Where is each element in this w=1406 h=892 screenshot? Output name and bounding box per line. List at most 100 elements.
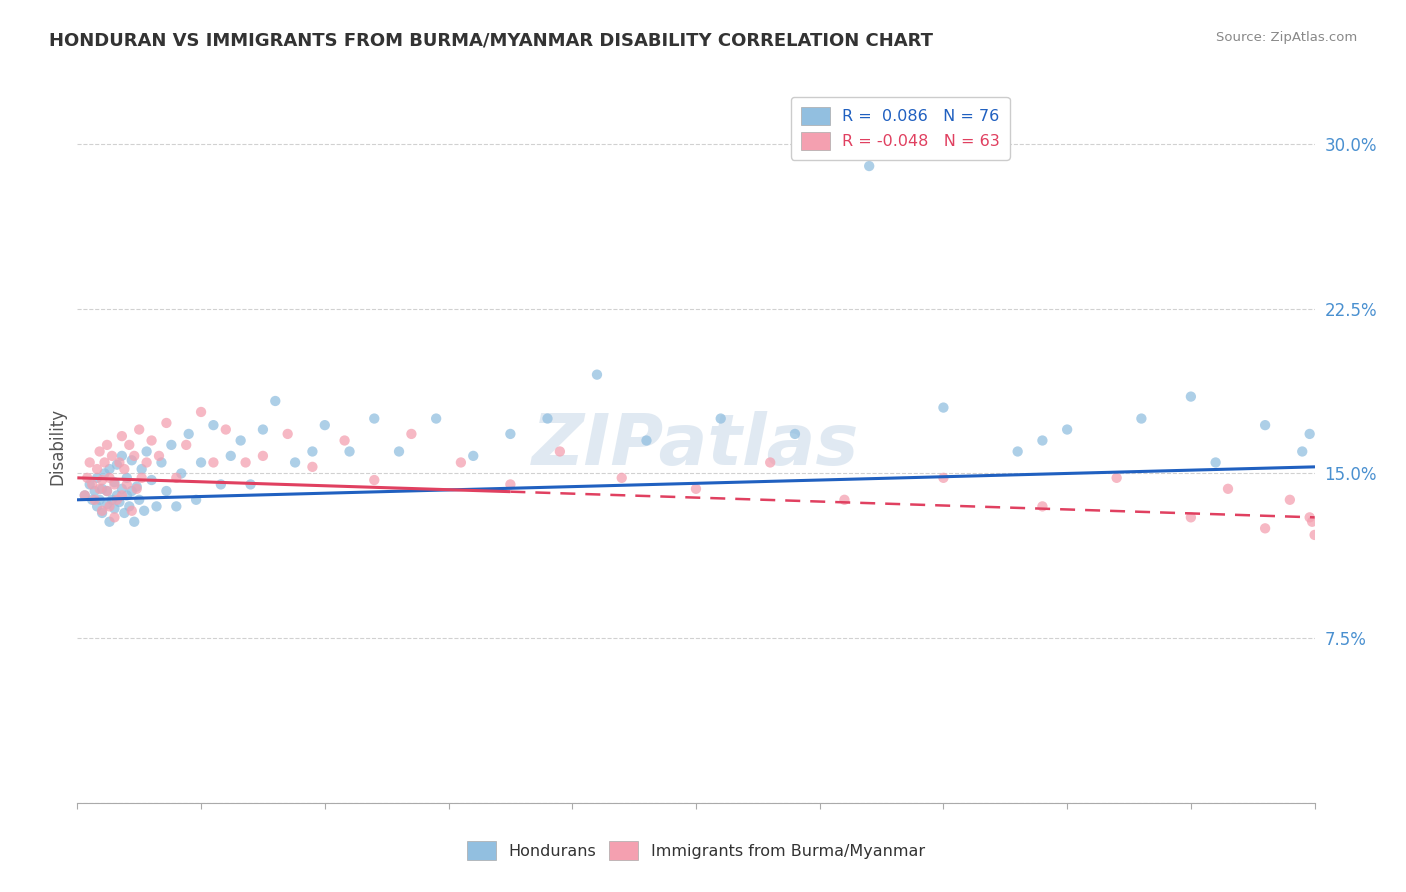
Point	[125, 480, 148, 494]
Point	[301, 444, 323, 458]
Point	[610, 471, 633, 485]
Point	[98, 500, 121, 514]
Point	[121, 504, 143, 518]
Point	[190, 405, 212, 419]
Point	[111, 488, 134, 502]
Point	[1007, 444, 1029, 458]
Point	[108, 455, 131, 469]
Point	[685, 482, 707, 496]
Point	[121, 483, 143, 498]
Point	[86, 500, 108, 514]
Point	[155, 416, 177, 430]
Point	[96, 438, 118, 452]
Point	[314, 418, 336, 433]
Point	[89, 482, 111, 496]
Point	[125, 482, 148, 496]
Point	[1278, 492, 1301, 507]
Point	[91, 506, 114, 520]
Point	[548, 444, 571, 458]
Point	[264, 394, 287, 409]
Point	[1205, 455, 1227, 469]
Point	[134, 504, 156, 518]
Point	[425, 411, 447, 425]
Point	[165, 500, 187, 514]
Point	[83, 492, 105, 507]
Point	[174, 438, 197, 452]
Point	[301, 459, 323, 474]
Point	[834, 492, 856, 507]
Point	[122, 449, 145, 463]
Point	[121, 453, 143, 467]
Point	[79, 455, 101, 469]
Point	[101, 492, 124, 507]
Text: 50.0%: 50.0%	[1263, 890, 1315, 892]
Point	[103, 475, 125, 490]
Point	[96, 497, 118, 511]
Point	[932, 401, 955, 415]
Point	[1031, 434, 1053, 448]
Point	[131, 471, 153, 485]
Point	[160, 438, 183, 452]
Point	[112, 462, 135, 476]
Point	[76, 471, 98, 485]
Point	[128, 492, 150, 507]
Point	[93, 455, 115, 469]
Point	[1180, 510, 1202, 524]
Point	[115, 477, 138, 491]
Point	[1301, 515, 1323, 529]
Point	[115, 471, 138, 485]
Point	[73, 488, 96, 502]
Point	[932, 471, 955, 485]
Text: ZIPatlas: ZIPatlas	[533, 411, 859, 481]
Point	[141, 473, 163, 487]
Point	[135, 444, 157, 458]
Point	[105, 458, 128, 472]
Point	[96, 483, 118, 498]
Point	[1298, 426, 1320, 441]
Legend: Hondurans, Immigrants from Burma/Myanmar: Hondurans, Immigrants from Burma/Myanmar	[461, 835, 931, 866]
Point	[1180, 390, 1202, 404]
Point	[170, 467, 193, 481]
Point	[98, 471, 121, 485]
Point	[83, 483, 105, 498]
Point	[277, 426, 299, 441]
Point	[101, 449, 124, 463]
Point	[1254, 521, 1277, 535]
Point	[499, 477, 522, 491]
Point	[79, 477, 101, 491]
Point	[215, 423, 238, 437]
Point	[86, 462, 108, 476]
Point	[1254, 418, 1277, 433]
Point	[284, 455, 307, 469]
Point	[1291, 444, 1313, 458]
Y-axis label: Disability: Disability	[48, 408, 66, 484]
Point	[1105, 471, 1128, 485]
Point	[89, 444, 111, 458]
Point	[148, 449, 170, 463]
Text: Source: ZipAtlas.com: Source: ZipAtlas.com	[1216, 31, 1357, 45]
Point	[783, 426, 806, 441]
Text: 0.0%: 0.0%	[77, 890, 120, 892]
Point	[91, 473, 114, 487]
Point	[202, 455, 225, 469]
Point	[1130, 411, 1153, 425]
Point	[73, 488, 96, 502]
Point	[93, 467, 115, 481]
Point	[536, 411, 558, 425]
Point	[219, 449, 242, 463]
Point	[96, 483, 118, 498]
Point	[111, 449, 134, 463]
Point	[450, 455, 472, 469]
Point	[105, 488, 128, 502]
Point	[91, 504, 114, 518]
Point	[586, 368, 609, 382]
Point	[135, 455, 157, 469]
Point	[401, 426, 423, 441]
Point	[1216, 482, 1239, 496]
Point	[145, 500, 167, 514]
Point	[499, 426, 522, 441]
Point	[239, 477, 262, 491]
Point	[141, 434, 163, 448]
Point	[388, 444, 411, 458]
Point	[1303, 528, 1326, 542]
